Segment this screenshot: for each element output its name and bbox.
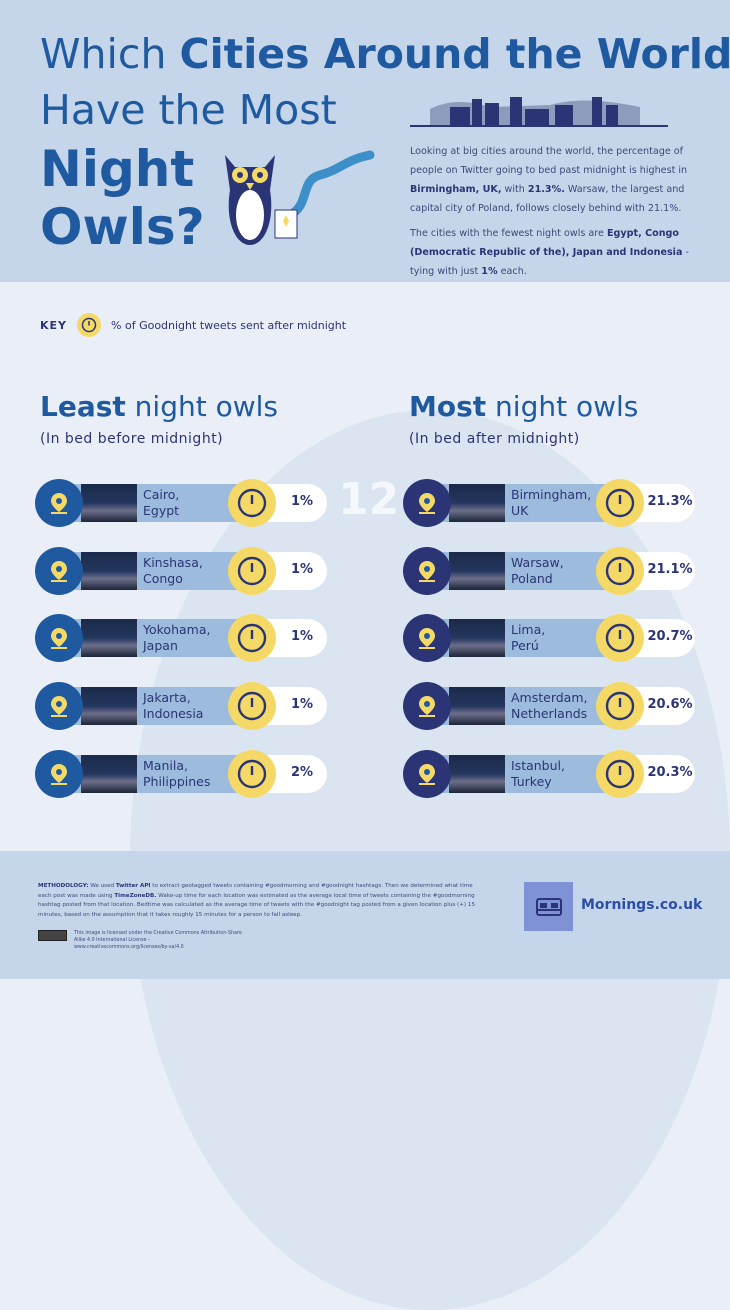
city-photo — [449, 551, 505, 590]
bed-icon — [524, 882, 573, 931]
clock-numeral: 12 — [338, 474, 400, 525]
most-city-row: Amsterdam, Netherlands 20.6% — [403, 682, 695, 731]
clock-icon — [77, 313, 102, 337]
city-photo — [81, 619, 137, 658]
location-pin-icon — [35, 749, 83, 798]
clock-icon — [228, 749, 276, 798]
location-pin-icon — [403, 682, 451, 731]
location-pin-icon — [403, 749, 451, 798]
most-city-row: Lima, Perú 20.7% — [403, 614, 695, 663]
least-city-row: Yokohama, Japan 1% — [35, 614, 327, 663]
percentage-value: 1% — [290, 561, 314, 577]
most-title: Most night owls — [409, 390, 639, 423]
city-name: Cairo, Egypt — [143, 487, 180, 518]
city-name: Warsaw, Poland — [511, 554, 564, 586]
brand-name: Mornings.co.uk — [581, 897, 703, 913]
intro-text: Looking at big cities around the world, … — [410, 142, 710, 287]
city-photo — [449, 687, 505, 726]
methodology-text: METHODOLOGY: We used Twitter API to extr… — [38, 883, 476, 918]
percentage-value: 1% — [290, 629, 314, 645]
least-city-row: Manila, Philippines 2% — [35, 749, 327, 798]
city-name: Manila, Philippines — [143, 757, 211, 789]
percentage-value: 21.1% — [647, 561, 693, 577]
city-name: Istanbul, Turkey — [511, 757, 565, 789]
title-line-1: Which Cities Around the World — [40, 30, 730, 78]
legend-key: KEY % of Goodnight tweets sent after mid… — [40, 313, 346, 337]
most-city-row: Warsaw, Poland 21.1% — [403, 546, 695, 595]
title-line-3: Night — [40, 140, 195, 198]
clock-icon — [228, 546, 276, 595]
percentage-value: 1% — [290, 697, 314, 713]
city-name: Kinshasa, Congo — [143, 554, 203, 586]
percentage-value: 20.7% — [647, 629, 693, 645]
clock-icon — [596, 546, 644, 595]
most-city-row: Birmingham, UK 21.3% — [403, 479, 695, 527]
key-text: % of Goodnight tweets sent after midnigh… — [111, 318, 347, 332]
city-name: Yokohama, Japan — [143, 622, 211, 654]
creative-commons-badge — [38, 930, 67, 941]
intro-paragraph-1: Looking at big cities around the world, … — [410, 146, 688, 214]
clock-icon — [596, 614, 644, 663]
least-city-row: Kinshasa, Congo 1% — [35, 546, 327, 595]
city-skyline-illustration — [410, 97, 668, 127]
city-photo — [449, 754, 505, 793]
location-pin-icon — [35, 682, 83, 731]
city-photo — [449, 619, 505, 658]
license-text: This image is licensed under the Creativ… — [74, 931, 242, 950]
header-section — [0, 0, 730, 282]
location-pin-icon — [35, 546, 83, 595]
city-name: Jakarta, Indonesia — [143, 690, 204, 722]
clock-icon — [596, 479, 644, 527]
footer-section — [0, 851, 730, 979]
clock-icon — [596, 749, 644, 798]
city-name: Lima, Perú — [511, 622, 546, 654]
location-pin-icon — [35, 614, 83, 663]
percentage-value: 1% — [290, 494, 314, 509]
least-city-row: Cairo, Egypt 1% — [35, 479, 327, 527]
clock-icon — [228, 682, 276, 731]
clock-icon — [596, 682, 644, 731]
clock-icon — [228, 479, 276, 527]
location-pin-icon — [403, 546, 451, 595]
location-pin-icon — [35, 479, 83, 527]
most-subtitle: (In bed after midnight) — [409, 431, 580, 447]
title-line-2: Have the Most — [40, 86, 337, 134]
percentage-value: 21.3% — [647, 494, 693, 509]
city-name: Amsterdam, Netherlands — [511, 690, 588, 722]
city-photo — [449, 484, 505, 522]
key-label: KEY — [40, 318, 68, 332]
title-line-4: Owls? — [40, 198, 205, 256]
city-photo — [81, 687, 137, 726]
percentage-value: 2% — [290, 764, 314, 780]
intro-paragraph-2: The cities with the fewest night owls ar… — [410, 228, 689, 277]
city-photo — [81, 551, 137, 590]
location-pin-icon — [403, 614, 451, 663]
clock-icon — [228, 614, 276, 663]
least-city-row: Jakarta, Indonesia 1% — [35, 682, 327, 731]
percentage-value: 20.3% — [647, 764, 693, 780]
location-pin-icon — [403, 479, 451, 527]
most-city-row: Istanbul, Turkey 20.3% — [403, 749, 695, 798]
city-photo — [81, 484, 137, 522]
city-name: Birmingham, UK — [511, 487, 592, 518]
least-subtitle: (In bed before midnight) — [40, 431, 224, 447]
percentage-value: 20.6% — [647, 697, 693, 713]
least-title: Least night owls — [40, 390, 279, 423]
city-photo — [81, 754, 137, 793]
owl-illustration — [225, 150, 375, 245]
